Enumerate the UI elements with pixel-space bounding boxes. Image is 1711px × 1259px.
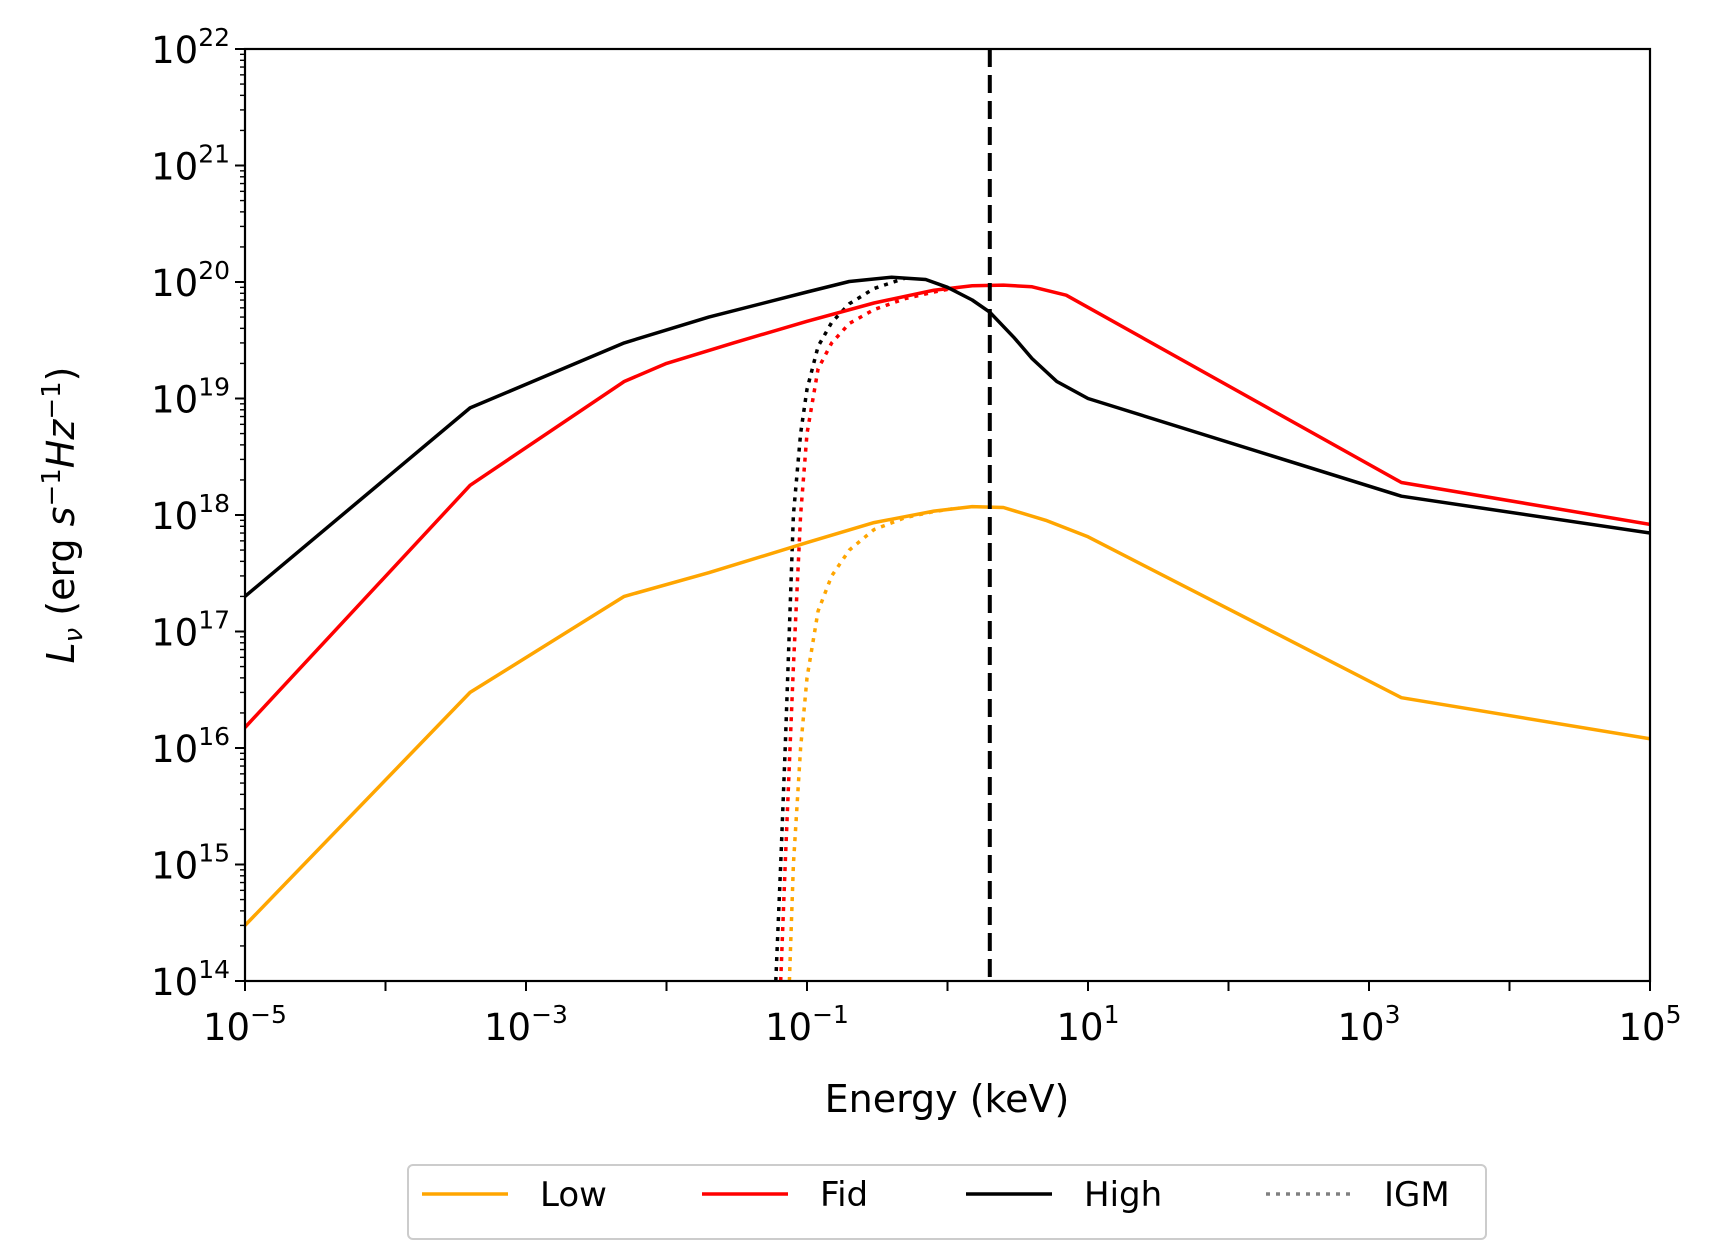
y-tick-exp: 21	[198, 140, 230, 169]
x-tick-label: 10−3	[484, 1000, 568, 1049]
y-label-suffix: )	[39, 367, 83, 382]
x-tick-label: 101	[1057, 1000, 1120, 1049]
legend-label-high: High	[1084, 1175, 1162, 1215]
y-tick-label: 1016	[151, 722, 230, 771]
x-tick-exp: 1	[1104, 1000, 1120, 1029]
legend: Low Fid High IGM	[407, 1164, 1487, 1240]
y-tick-base: 10	[151, 845, 198, 888]
x-tick-exp: −3	[531, 1000, 568, 1029]
legend-label-igm: IGM	[1384, 1175, 1450, 1215]
y-tick-base: 10	[151, 961, 198, 1004]
series-line-high-igm	[774, 276, 906, 981]
y-label-hz-exp: −1	[37, 381, 67, 419]
y-tick-base: 10	[151, 29, 198, 72]
y-tick-label: 1018	[151, 489, 230, 538]
y-label-hz: Hz	[39, 419, 83, 469]
x-axis-label: Energy (keV)	[825, 1077, 1070, 1121]
series-line-fid	[245, 283, 1650, 729]
y-tick-exp: 22	[198, 23, 230, 52]
x-tick-exp: 5	[1666, 1000, 1682, 1029]
x-tick-base: 10	[484, 1006, 531, 1049]
series-layer	[245, 275, 1650, 981]
x-tick-label: 103	[1338, 1000, 1401, 1049]
y-tick-label: 1020	[151, 256, 230, 305]
y-tick-exp: 18	[198, 489, 230, 518]
y-tick-label: 1015	[151, 839, 230, 888]
x-tick-base: 10	[203, 1006, 250, 1049]
y-label-prefix: (erg	[39, 526, 83, 627]
y-label-s-exp: −1	[37, 468, 67, 506]
x-tick-base: 10	[765, 1006, 812, 1049]
y-tick-exp: 16	[198, 722, 230, 751]
y-tick-label: 1017	[151, 606, 230, 655]
x-tick-labels: 10−5 10−3 10−1 101 103 105	[203, 1000, 1681, 1049]
y-tick-base: 10	[151, 612, 198, 655]
y-tick-base: 10	[151, 379, 198, 422]
x-tick-base: 10	[1338, 1006, 1385, 1049]
y-tick-exp: 19	[198, 373, 230, 402]
y-tick-exp: 15	[198, 839, 230, 868]
y-tick-exp: 20	[198, 256, 230, 285]
y-tick-label: 1014	[151, 955, 230, 1004]
plot-frame	[243, 47, 1652, 983]
legend-label-low: Low	[540, 1175, 607, 1215]
x-tick-label: 10−5	[203, 1000, 287, 1049]
y-tick-label: 1019	[151, 373, 230, 422]
y-tick-base: 10	[151, 728, 198, 771]
y-tick-label: 1022	[151, 23, 230, 72]
y-label-sub: ν	[59, 628, 89, 643]
y-tick-label: 1021	[151, 140, 230, 189]
y-tick-base: 10	[151, 262, 198, 305]
major-ticks	[235, 48, 1651, 991]
y-tick-exp: 17	[198, 606, 230, 635]
legend-items: Low Fid High IGM	[422, 1175, 1450, 1215]
x-tick-label: 10−1	[765, 1000, 849, 1049]
x-tick-exp: −5	[250, 1000, 287, 1029]
legend-label-fid: Fid	[820, 1175, 868, 1215]
series-line-low	[245, 504, 1650, 927]
y-axis-label: Lν (erg s−1Hz−1)	[37, 367, 89, 664]
x-tick-label: 105	[1619, 1000, 1682, 1049]
y-tick-base: 10	[151, 495, 198, 538]
legend-box	[407, 1164, 1487, 1240]
y-tick-base: 10	[151, 146, 198, 189]
x-tick-exp: 3	[1385, 1000, 1401, 1029]
x-tick-base: 10	[1057, 1006, 1104, 1049]
y-tick-exp: 14	[198, 955, 230, 984]
y-label-base: L	[39, 642, 83, 663]
x-tick-exp: −1	[812, 1000, 849, 1029]
x-tick-base: 10	[1619, 1006, 1666, 1049]
y-label-s: s	[39, 507, 83, 527]
series-line-high	[245, 275, 1650, 598]
series-line-fid-igm	[778, 285, 959, 981]
